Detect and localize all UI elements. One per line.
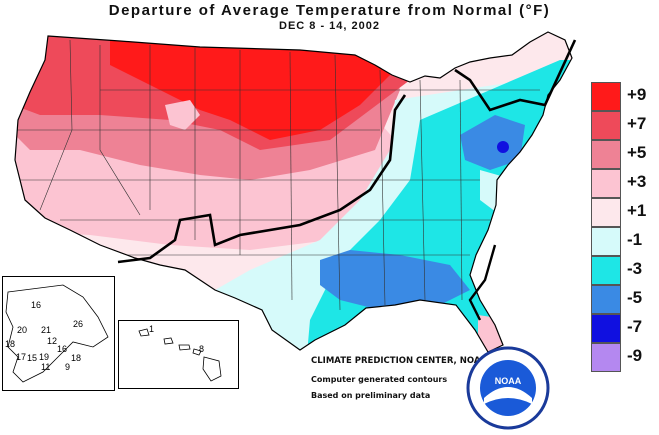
legend-item: +5 bbox=[591, 140, 659, 169]
noaa-logo-text: NOAA bbox=[495, 376, 522, 386]
us-outline bbox=[14, 31, 573, 353]
legend-label: +9 bbox=[627, 85, 647, 104]
legend: +9 +7 +5 +3 +1 -1 -3 -5 -7 -9 bbox=[591, 82, 659, 372]
legend-label: -3 bbox=[627, 259, 643, 278]
zero-contour-line bbox=[117, 39, 577, 264]
legend-item: -3 bbox=[591, 256, 659, 285]
state-boundaries bbox=[15, 39, 540, 311]
legend-swatch bbox=[591, 343, 621, 372]
map-date-range: DEC 8 - 14, 2002 bbox=[279, 20, 380, 32]
legend-item: +9 bbox=[591, 82, 659, 111]
legend-item: -1 bbox=[591, 227, 659, 256]
legend-swatch bbox=[591, 227, 621, 256]
legend-label: -1 bbox=[627, 230, 643, 249]
alaska-station-value: 16 bbox=[57, 344, 68, 354]
hawaii-station-value: 8 bbox=[199, 344, 205, 354]
legend-item: -5 bbox=[591, 285, 659, 314]
credit-method: Computer generated contours bbox=[311, 375, 448, 384]
legend-swatch bbox=[591, 140, 621, 169]
alaska-shape bbox=[5, 284, 109, 383]
legend-item: -7 bbox=[591, 314, 659, 343]
noaa-logo: NOAA bbox=[466, 346, 550, 430]
map-title: Departure of Average Temperature from No… bbox=[108, 2, 551, 19]
legend-swatch bbox=[591, 111, 621, 140]
alaska-station-value: 26 bbox=[73, 319, 84, 329]
alaska-station-value: 16 bbox=[31, 300, 42, 310]
legend-label: -5 bbox=[627, 288, 643, 307]
alaska-station-value: 17 bbox=[16, 352, 27, 362]
legend-swatch bbox=[591, 314, 621, 343]
credit-data-note: Based on preliminary data bbox=[311, 391, 431, 400]
alaska-station-value: 12 bbox=[47, 336, 58, 346]
alaska-station-value: 21 bbox=[41, 325, 52, 335]
legend-item: +3 bbox=[591, 169, 659, 198]
legend-label: -9 bbox=[627, 346, 643, 365]
legend-item: +1 bbox=[591, 198, 659, 227]
legend-label: +3 bbox=[627, 172, 647, 191]
alaska-station-value: 9 bbox=[65, 362, 71, 372]
legend-item: +7 bbox=[591, 111, 659, 140]
alaska-station-value: 18 bbox=[71, 353, 82, 363]
alaska-station-value: 19 bbox=[39, 352, 50, 362]
legend-label: +5 bbox=[627, 143, 647, 162]
legend-label: +1 bbox=[627, 201, 647, 220]
alaska-inset: 16 20 21 26 18 12 16 17 19 15 18 11 9 bbox=[2, 276, 115, 391]
hawaii-islands bbox=[138, 328, 222, 382]
legend-swatch bbox=[591, 82, 621, 111]
legend-swatch bbox=[591, 198, 621, 227]
legend-label: -7 bbox=[627, 317, 643, 336]
alaska-station-value: 15 bbox=[27, 353, 38, 363]
legend-swatch bbox=[591, 169, 621, 198]
hawaii-station-value: 1 bbox=[149, 324, 155, 334]
legend-item: -9 bbox=[591, 343, 659, 372]
legend-swatch bbox=[591, 256, 621, 285]
alaska-station-value: 18 bbox=[5, 339, 16, 349]
alaska-station-value: 20 bbox=[17, 325, 28, 335]
florida-contour-line bbox=[468, 244, 497, 321]
alaska-station-value: 11 bbox=[41, 362, 51, 372]
credit-organization: CLIMATE PREDICTION CENTER, NOAA bbox=[311, 356, 487, 366]
legend-label: +7 bbox=[627, 114, 647, 133]
legend-swatch bbox=[591, 285, 621, 314]
